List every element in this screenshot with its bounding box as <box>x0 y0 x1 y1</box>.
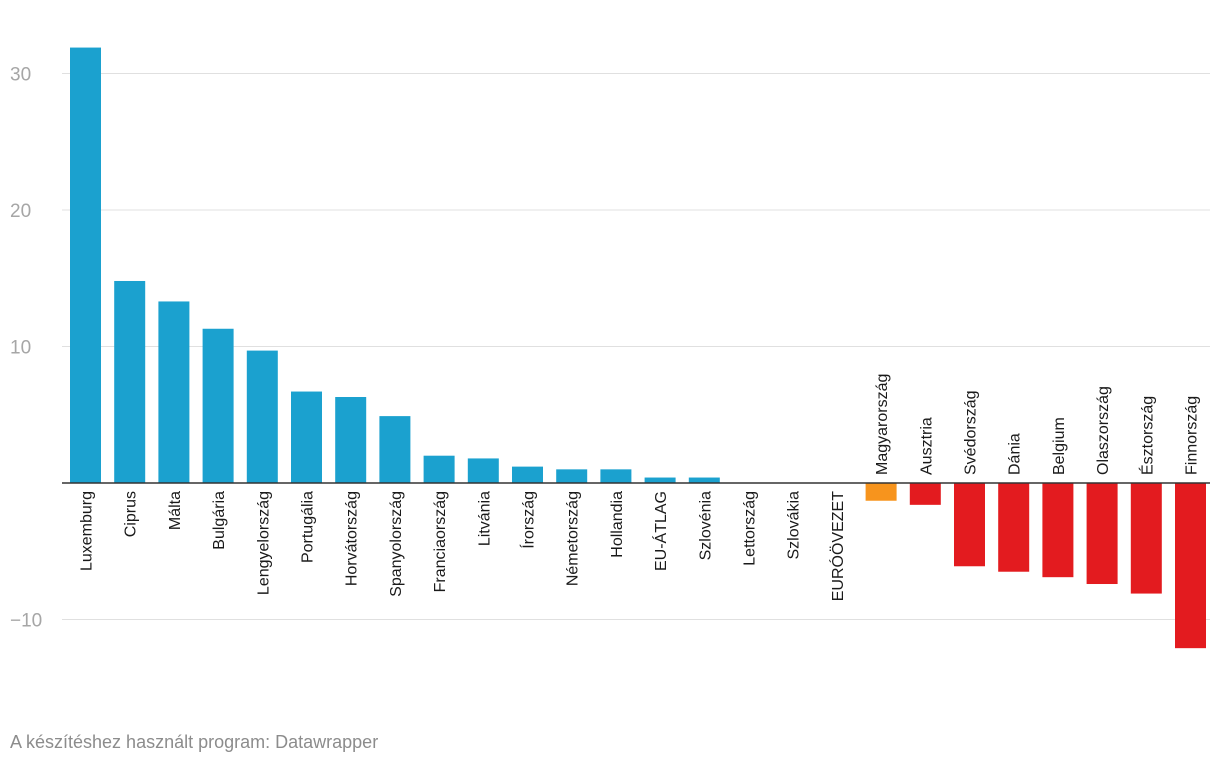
bar-chart: Luxemburg Ciprus Málta Bulgária Lengyelorszá… <box>10 47 1210 649</box>
bar <box>379 416 411 483</box>
bar <box>1086 483 1118 585</box>
category-label: Franciaország <box>432 491 449 592</box>
bar <box>246 350 278 483</box>
bar <box>70 47 101 483</box>
bar <box>1042 483 1074 578</box>
category-label: Belgium <box>1051 417 1068 475</box>
bar <box>954 483 985 567</box>
category-label: Lengyelország <box>255 491 272 595</box>
category-label: Svédország <box>963 391 980 476</box>
bar <box>688 477 720 483</box>
footer-credit: A készítéshez használt program: Datawrap… <box>10 732 379 752</box>
bar <box>202 328 234 483</box>
category-label: Spanyolország <box>388 491 405 597</box>
bar <box>600 469 632 483</box>
bar <box>423 455 455 483</box>
category-label: Finnország <box>1184 396 1201 475</box>
y-axis: 30 20 10 −10 <box>10 65 1210 632</box>
category-label: Észtország <box>1137 396 1156 475</box>
bar <box>158 301 190 483</box>
category-label: Litvánia <box>476 491 493 546</box>
category-label: Szlovénia <box>697 491 714 560</box>
category-label: Szlovákia <box>786 491 803 560</box>
category-label: Írország <box>519 491 538 549</box>
bar <box>291 391 322 483</box>
category-label: Németország <box>565 491 582 586</box>
category-label: Dánia <box>1007 433 1024 475</box>
y-tick-label: 10 <box>10 338 31 359</box>
category-label: EU-ÁTLAG <box>651 491 670 571</box>
gridlines <box>62 73 1210 620</box>
category-label: Hollandia <box>609 491 626 558</box>
category-label: Horvátország <box>344 491 361 586</box>
bar <box>114 280 146 483</box>
bar <box>1130 483 1162 594</box>
bar <box>644 477 676 483</box>
bar <box>335 397 367 483</box>
y-tick-label: −10 <box>10 611 42 632</box>
bar <box>512 466 543 483</box>
bar <box>1175 483 1206 649</box>
y-tick-label: 20 <box>10 201 31 222</box>
bars <box>70 47 1206 649</box>
category-label: Lettország <box>742 491 759 566</box>
category-label: Luxemburg <box>79 491 96 571</box>
category-label: Bulgária <box>211 491 228 550</box>
category-label: Portugália <box>300 491 317 563</box>
category-label: Ausztria <box>918 417 935 475</box>
y-tick-label: 30 <box>10 65 31 86</box>
bar <box>909 483 941 505</box>
category-label: Ciprus <box>123 491 140 537</box>
bar <box>865 483 897 501</box>
bar <box>998 483 1030 572</box>
category-label: Málta <box>167 491 184 530</box>
bar <box>556 469 588 483</box>
category-label: EURÓÖVEZET <box>828 491 847 601</box>
category-label: Magyarország <box>874 374 891 475</box>
category-labels: Luxemburg Ciprus Málta Bulgária Lengyelorszá… <box>79 374 1201 602</box>
bar <box>467 458 499 483</box>
category-label: Olaszország <box>1095 386 1112 475</box>
